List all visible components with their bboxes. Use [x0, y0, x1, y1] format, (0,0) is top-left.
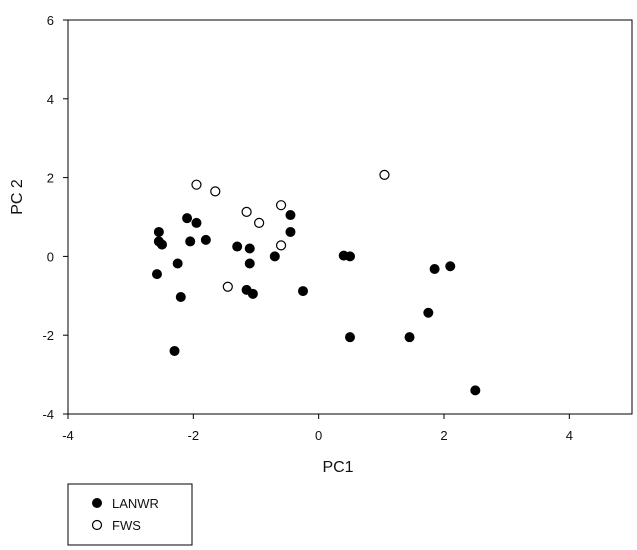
- x-tick-label: 2: [440, 428, 447, 443]
- x-axis-ticks: -4 -2 0 2 4: [62, 414, 573, 443]
- point-lanwr: [153, 226, 164, 237]
- point-lanwr: [247, 288, 258, 299]
- y-tick-label: 2: [47, 171, 54, 186]
- point-lanwr: [175, 291, 186, 302]
- point-lanwr: [269, 251, 280, 262]
- point-lanwr: [298, 286, 308, 297]
- point-fws: [254, 217, 265, 229]
- point-fws: [275, 200, 287, 211]
- plot-area-frame: [67, 19, 633, 415]
- point-lanwr: [191, 217, 202, 228]
- point-lanwr: [169, 345, 180, 356]
- legend: LANWR FWS: [67, 483, 193, 546]
- point-lanwr: [182, 213, 193, 224]
- point-lanwr: [429, 264, 440, 275]
- point-fws: [275, 240, 287, 251]
- point-lanwr: [345, 251, 355, 262]
- x-tick-label: 0: [315, 428, 322, 443]
- point-lanwr: [232, 241, 243, 252]
- y-tick-label: 6: [47, 13, 54, 28]
- point-lanwr: [445, 261, 456, 272]
- y-axis-ticks: -4 -2 0 2 4 6: [42, 13, 68, 422]
- legend-marker-fws: [91, 519, 103, 531]
- legend-label-fws: FWS: [112, 518, 141, 533]
- point-lanwr: [404, 332, 415, 343]
- point-fws: [241, 206, 252, 217]
- point-lanwr: [285, 210, 296, 221]
- y-tick-label: -2: [42, 328, 54, 343]
- point-lanwr: [151, 269, 162, 280]
- point-fws: [191, 179, 202, 190]
- y-tick-label: 0: [47, 249, 54, 264]
- x-axis-title: PC1: [322, 459, 353, 476]
- point-lanwr: [185, 236, 196, 247]
- point-lanwr: [345, 332, 355, 343]
- point-lanwr: [172, 258, 183, 269]
- x-tick-label: -4: [62, 428, 74, 443]
- point-fws: [379, 169, 390, 180]
- point-fws: [210, 186, 221, 197]
- point-lanwr: [244, 243, 255, 254]
- point-fws: [222, 281, 233, 292]
- legend-marker-lanwr: [92, 498, 102, 508]
- y-axis-title: PC 2: [9, 179, 26, 215]
- x-tick-label: -2: [188, 428, 200, 443]
- y-tick-label: 4: [47, 92, 54, 107]
- data-points: [151, 169, 481, 396]
- legend-label-lanwr: LANWR: [112, 496, 159, 511]
- y-tick-label: -4: [42, 407, 54, 422]
- point-lanwr: [244, 258, 255, 269]
- point-lanwr: [470, 385, 481, 396]
- point-lanwr: [200, 234, 211, 245]
- legend-box: [67, 483, 193, 546]
- point-lanwr: [285, 226, 296, 237]
- x-tick-label: 4: [566, 428, 573, 443]
- point-lanwr: [157, 239, 167, 250]
- point-lanwr: [423, 307, 434, 318]
